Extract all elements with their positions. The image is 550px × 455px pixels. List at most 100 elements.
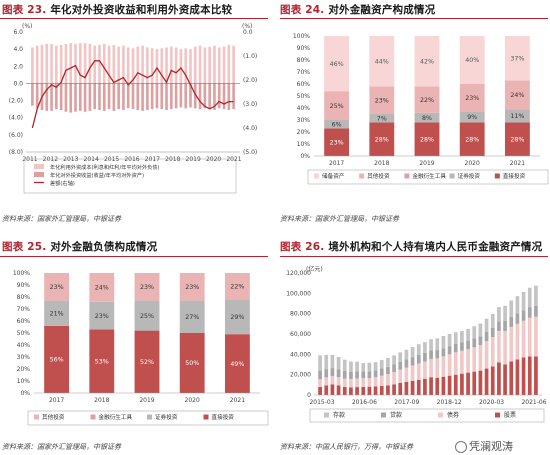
y-tick-right: 0.0 [243,29,253,36]
y-tick: 70% [17,306,31,313]
bar-negative [83,83,87,112]
data-label: 24% [510,92,524,99]
legend-label: 金融衍生工具 [99,413,133,421]
bar-negative [35,83,39,109]
bar-segment [484,318,489,332]
y-tick: 80,000 [290,311,311,318]
bar-segment [89,273,115,302]
legend-frame [309,408,545,423]
bar-positive [208,46,211,84]
bar-segment [534,316,538,357]
legend-label: 其他投资 [367,172,390,180]
bar-positive [59,44,63,84]
bar-negative [208,83,211,110]
legend-label: 差额(右轴) [50,179,75,187]
bar-segment [441,356,446,377]
figure-number: 图表 25. [2,241,47,253]
x-tick: 2020-03 [479,399,504,406]
y-tick: 10% [17,378,31,385]
bar-segment [379,368,384,376]
bar-segment [398,369,403,383]
bar-segment [453,332,458,344]
bar-negative [55,83,58,110]
bar-segment [515,296,520,314]
x-tick: 2019 [139,397,154,404]
legend-frame [23,158,237,194]
bar-segment [423,378,427,395]
bar-segment [392,355,396,365]
bar-positive [146,47,149,84]
title-rule [0,256,268,258]
legend-swatch [314,173,319,179]
x-tick: 2016 [124,156,139,163]
bar-segment [435,377,440,395]
figure-title: 对外金融资产构成情况 [328,4,436,16]
bar-segment [441,336,446,349]
bar-segment [472,371,477,395]
bar-positive [83,43,87,84]
panel-title: 图表 24. 对外金融资产构成情况 [280,2,435,17]
bar-segment [179,273,205,301]
y-tick-right: (2.0) [243,77,257,84]
bar-segment [447,375,452,395]
bar-positive [193,46,197,84]
data-label: 52% [140,359,154,366]
y-tick-right: (3.0) [243,101,257,108]
bar-segment [429,350,433,359]
panel-title: 图表 25. 对外金融负债构成情况 [2,239,157,254]
y-tick: 30% [17,354,31,361]
panel-title: 图表 23. 年化对外投资收益和利用外资成本比较 [2,2,232,17]
x-tick: 2020 [185,397,200,404]
data-label: 21% [50,310,64,317]
bar-segment [509,316,514,327]
bar-segment [504,122,530,156]
bar-segment [373,386,378,395]
bar-segment [404,349,409,360]
legend-label: 证券投资 [155,413,178,421]
bar-segment [460,373,464,395]
bar-positive [55,45,58,84]
y-tick-right: (4.0) [243,125,257,132]
x-tick: 2017-09 [394,399,419,406]
y-tick: 40,000 [290,351,311,358]
bar-segment [410,365,415,381]
bar-positive [64,44,68,84]
bar-segment [398,361,403,370]
bar-segment [503,364,507,395]
bar-segment [369,36,395,87]
bar-segment [318,370,322,380]
data-label: 8% [422,115,432,122]
bar-segment [179,333,205,393]
bar-segment [392,372,396,385]
bar-segment [398,352,403,362]
bar-segment [44,300,70,326]
x-tick: 2021 [230,397,245,404]
data-label: 23% [95,313,109,320]
bar-negative [160,83,164,110]
bar-negative [59,83,63,110]
bar-segment [324,377,329,386]
data-label: 53% [95,358,109,365]
y-tick: 30% [297,117,311,124]
bar-segment [441,348,446,357]
panel-26: 图表 26. 境外机构和个人持有境内人民币金融资产情况 (亿元) 0 20,000 4… [280,237,548,455]
bar-negative [170,83,173,110]
bar-negative [217,83,221,109]
bar-segment [416,344,421,355]
bar-negative [193,83,197,109]
y-tick: 100% [13,270,30,277]
bar-segment [521,291,526,311]
y-tick: 100,000 [286,290,311,297]
bar-segment [521,357,526,395]
title-rule [0,18,268,20]
bar-segment [459,111,485,123]
watermark: 凭澜观涛 [455,438,513,454]
bar-segment [490,337,495,367]
legend-label: 年化利用外资成本(利息和红利/年平均对外负债) [50,163,160,171]
bar-segment [453,352,458,375]
data-label: 23% [375,97,389,104]
legend-label: 贷款 [390,411,402,419]
figure-title: 年化对外投资收益和利用外资成本比较 [50,4,233,16]
bar-positive [112,44,116,84]
bar-segment [527,317,532,357]
